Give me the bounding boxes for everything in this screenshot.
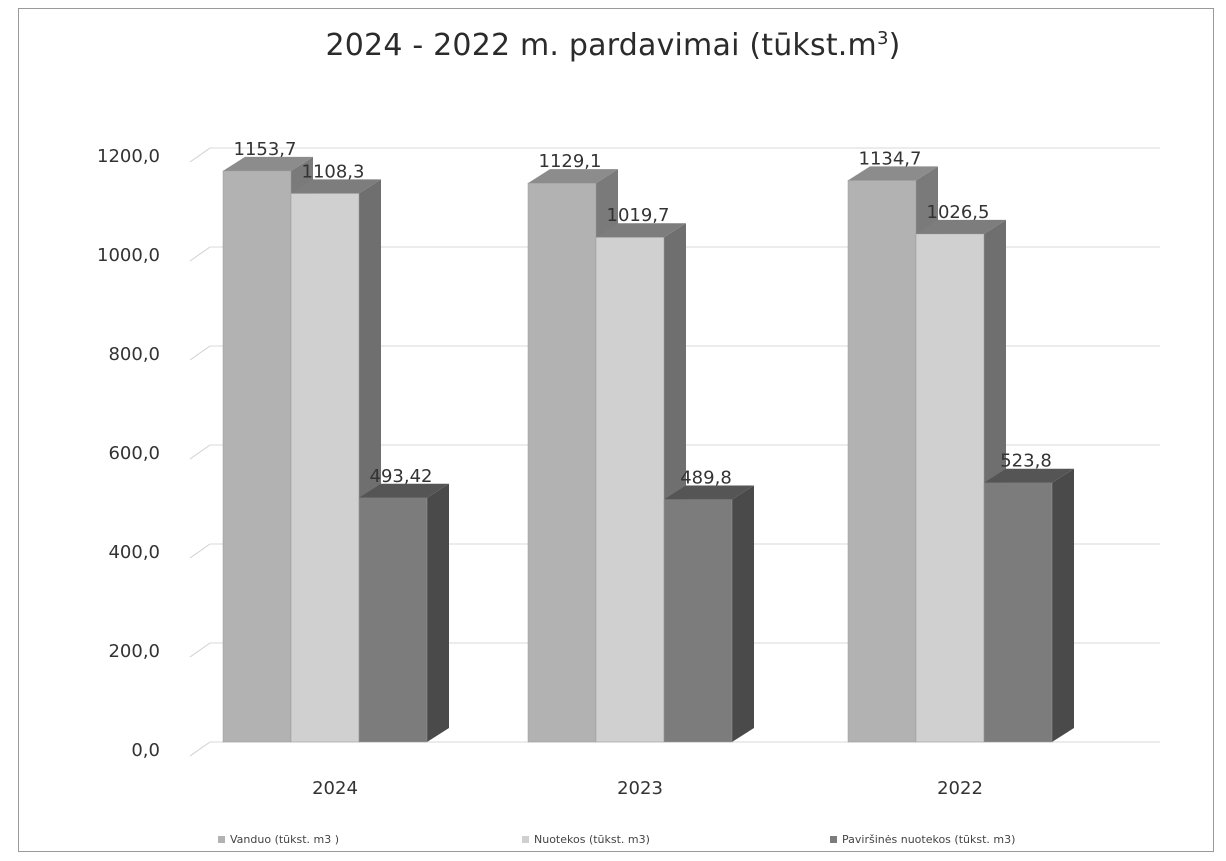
- bar-side: [1052, 468, 1074, 742]
- x-tick-label: 2022: [937, 778, 983, 799]
- bar-top: [984, 468, 1074, 483]
- data-label: 1129,1: [539, 151, 602, 172]
- y-tick-label: 1200,0: [97, 146, 160, 167]
- bar: [290, 193, 360, 743]
- legend: Vanduo (tūkst. m3 ) Nuotekos (tūkst. m3) P…: [218, 833, 1015, 846]
- bar-top: [596, 223, 686, 238]
- bar: [847, 180, 917, 743]
- data-label: 1134,7: [859, 148, 922, 169]
- bar-top: [359, 483, 449, 498]
- bar-top: [916, 219, 1006, 234]
- gridline-diag: [189, 345, 211, 361]
- legend-label: Nuotekos (tūkst. m3): [534, 833, 650, 846]
- data-label: 489,8: [680, 468, 732, 489]
- data-label: 1108,3: [302, 161, 365, 182]
- x-tick-label: 2024: [312, 778, 358, 799]
- data-label: 1026,5: [927, 202, 990, 223]
- bars-layer: [222, 156, 1074, 743]
- y-tick-label: 0,0: [131, 740, 160, 761]
- y-axis: 0,0 200,0 400,0 600,0 800,0 1000,0 1200,0: [97, 146, 160, 761]
- chart-title-superscript: 3: [876, 28, 889, 49]
- y-tick-label: 800,0: [108, 344, 160, 365]
- y-tick-label: 200,0: [108, 641, 160, 662]
- bar-top: [528, 169, 618, 184]
- legend-swatch: [830, 836, 837, 843]
- bar-top: [848, 166, 938, 181]
- legend-label: Paviršinės nuotekos (tūkst. m3): [842, 833, 1015, 846]
- bar-top: [223, 156, 313, 171]
- x-tick-label: 2023: [617, 778, 663, 799]
- x-axis: 2024 2023 2022: [312, 778, 983, 799]
- data-label: 523,8: [1000, 451, 1052, 472]
- gridline-diag: [189, 246, 211, 262]
- bar: [915, 233, 985, 743]
- gridline-diag: [189, 741, 211, 757]
- chart-title-close: ): [888, 28, 901, 63]
- bar-side: [427, 483, 449, 742]
- bar: [983, 482, 1053, 743]
- chart-title: 2024 - 2022 m. pardavimai (tūkst.m3): [0, 28, 1226, 63]
- bar-top: [664, 485, 754, 500]
- bar: [663, 499, 733, 743]
- gridline-diag: [189, 642, 211, 658]
- chart-title-main: 2024 - 2022 m. pardavimai (tūkst.m: [325, 28, 877, 63]
- bar: [358, 497, 428, 743]
- legend-swatch: [522, 836, 529, 843]
- y-tick-label: 1000,0: [97, 245, 160, 266]
- bar: [595, 236, 665, 743]
- legend-swatch: [218, 836, 225, 843]
- gridline-diag: [189, 444, 211, 460]
- y-tick-label: 400,0: [108, 542, 160, 563]
- y-tick-label: 600,0: [108, 443, 160, 464]
- bar: [222, 170, 292, 743]
- legend-label: Vanduo (tūkst. m3 ): [230, 833, 339, 846]
- bar-side: [732, 485, 754, 742]
- gridline-diag: [189, 543, 211, 559]
- bar-top: [291, 179, 381, 194]
- data-label: 493,42: [370, 466, 433, 487]
- data-label: 1019,7: [607, 205, 670, 226]
- gridline-diag: [189, 147, 211, 163]
- data-label: 1153,7: [234, 139, 297, 160]
- bar: [527, 182, 597, 743]
